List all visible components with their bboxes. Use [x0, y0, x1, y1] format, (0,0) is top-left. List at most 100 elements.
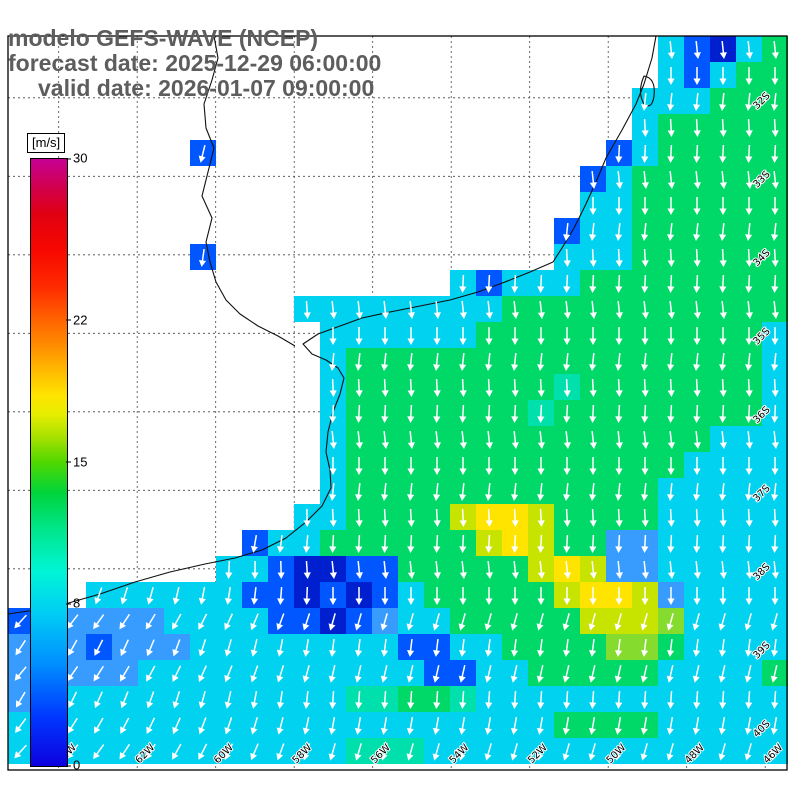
- wind-arrow: [667, 170, 675, 189]
- wind-arrow: [719, 534, 727, 553]
- wind-arrow: [667, 587, 675, 605]
- wind-arrow: [770, 743, 778, 761]
- wind-arrow: [355, 638, 363, 657]
- wind-arrow: [224, 586, 233, 605]
- wind-arrow: [172, 639, 181, 657]
- wind-arrow: [485, 690, 493, 709]
- wind-arrow: [693, 404, 701, 423]
- wind-arrow: [615, 274, 623, 293]
- wind-arrow: [745, 274, 753, 293]
- wind-arrow: [693, 274, 701, 293]
- wind-arrow: [667, 222, 675, 241]
- wind-arrow: [745, 587, 753, 605]
- wind-arrow: [771, 197, 779, 215]
- wind-arrow: [459, 300, 467, 319]
- wind-arrow: [536, 613, 544, 631]
- wind-arrow: [433, 638, 441, 657]
- wind-arrow: [667, 248, 675, 267]
- wind-arrow: [119, 665, 130, 682]
- wind-arrow: [485, 352, 493, 371]
- wind-arrow: [276, 534, 285, 553]
- wind-arrow: [771, 118, 779, 137]
- wind-arrow: [329, 508, 337, 527]
- wind-arrow: [771, 92, 779, 111]
- wind-arrow: [615, 222, 623, 241]
- wind-arrow: [94, 587, 103, 605]
- wind-arrow: [563, 300, 571, 319]
- wind-arrow: [302, 665, 310, 683]
- wind-arrow: [615, 587, 623, 605]
- wind-arrow: [770, 665, 778, 683]
- wind-arrow: [771, 327, 779, 345]
- wind-arrow: [588, 665, 596, 683]
- wind-arrow: [146, 587, 154, 605]
- wind-arrow: [459, 430, 467, 449]
- wind-arrow: [172, 665, 182, 682]
- wind-arrow: [250, 690, 258, 709]
- coastline: [7, 35, 657, 615]
- valid-date: valid date: 2026-01-07 09:00:00: [38, 75, 375, 101]
- wind-arrow: [14, 744, 27, 759]
- wind-arrow: [485, 587, 493, 605]
- wind-arrow: [329, 404, 337, 423]
- wind-arrow: [745, 118, 753, 137]
- wind-arrow: [693, 378, 701, 397]
- wind-arrow: [745, 197, 753, 215]
- wind-arrow: [433, 457, 441, 475]
- wind-arrow: [459, 327, 467, 345]
- wind-arrow: [355, 300, 363, 319]
- wind-arrow: [355, 404, 363, 423]
- wind-arrow: [329, 378, 337, 397]
- wind-arrow: [537, 638, 545, 657]
- wind-arrow: [719, 222, 727, 241]
- wind-arrow: [511, 508, 519, 527]
- wind-arrow: [355, 587, 363, 605]
- wind-arrow: [589, 482, 597, 501]
- wind-arrow: [641, 170, 649, 189]
- wind-arrow: [433, 560, 441, 579]
- wind-arrow: [718, 665, 726, 683]
- wind-arrow: [615, 534, 623, 553]
- wind-arrow: [745, 534, 753, 553]
- wind-arrow: [693, 352, 701, 371]
- wind-arrow: [719, 67, 727, 85]
- wind-arrow: [745, 638, 753, 657]
- wind-arrow: [719, 274, 727, 293]
- colorbar-tick: 30: [65, 150, 88, 166]
- wind-arrow: [693, 92, 701, 111]
- wind-arrow: [485, 327, 493, 345]
- wind-arrow: [484, 743, 492, 761]
- wind-arrow: [485, 274, 493, 293]
- wind-arrow: [667, 197, 675, 215]
- wind-arrow: [537, 378, 545, 397]
- wind-arrow: [120, 691, 129, 709]
- wind-arrow: [667, 638, 675, 657]
- wind-arrow: [771, 67, 779, 85]
- wind-arrow: [563, 534, 571, 553]
- wind-arrow: [666, 716, 674, 735]
- wind-arrow: [433, 587, 441, 605]
- wind-arrow: [381, 430, 389, 449]
- wind-arrow: [381, 560, 389, 579]
- wind-arrow: [458, 716, 466, 735]
- wind-arrow: [329, 638, 337, 657]
- wind-arrow: [589, 248, 597, 267]
- wind-arrow: [641, 457, 649, 475]
- wind-arrow: [641, 248, 649, 267]
- wind-arrow: [433, 300, 441, 319]
- wind-arrow: [380, 613, 388, 631]
- wind-arrow: [771, 144, 779, 163]
- colorbar-gradient: [30, 158, 68, 767]
- wind-arrow: [198, 639, 207, 657]
- wind-arrow: [745, 690, 753, 709]
- wind-arrow: [67, 717, 78, 734]
- wind-arrow: [485, 508, 493, 527]
- header: modelo GEFS-WAVE (NCEP) forecast date: 2…: [8, 26, 381, 101]
- wind-arrow: [641, 378, 649, 397]
- wind-arrow: [589, 222, 597, 241]
- wind-arrow: [407, 534, 415, 553]
- wind-arrow: [355, 352, 363, 371]
- wind-arrow: [537, 560, 545, 579]
- wind-arrow: [771, 170, 779, 189]
- wind-arrow: [93, 665, 104, 682]
